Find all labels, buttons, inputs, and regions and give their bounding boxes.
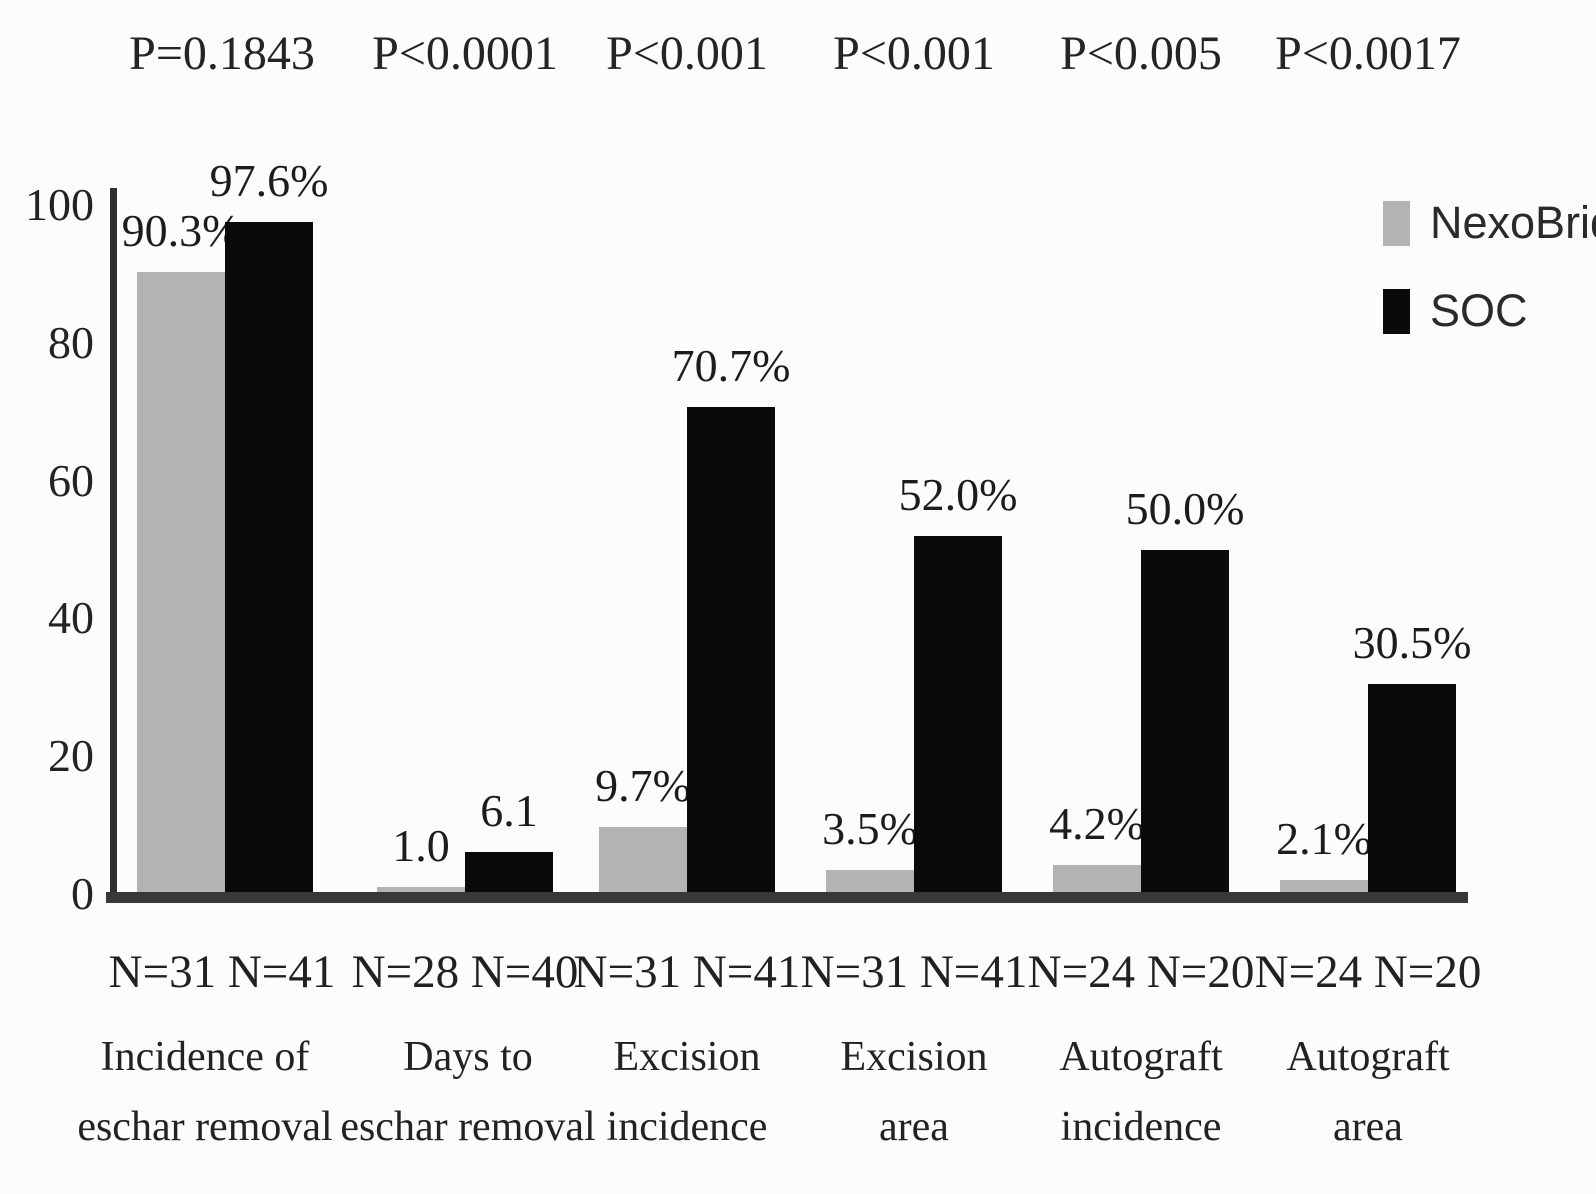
category-label-line1: Autograft — [1059, 1034, 1223, 1080]
bar-group: 1.0 6.1 — [377, 205, 553, 894]
nexobrid-bar: 9.7% — [595, 761, 691, 894]
nexobrid-bar: 90.3% — [122, 205, 240, 894]
y-axis: 0 20 40 60 80 100 — [0, 179, 94, 919]
soc-bar-fill — [914, 535, 1002, 894]
legend-swatch-nexobrid — [1383, 200, 1410, 246]
nexobrid-value-label: 4.2% — [1049, 798, 1145, 850]
soc-bar: 97.6% — [210, 155, 328, 894]
n-count-label: N=31 N=41 — [800, 946, 1028, 998]
soc-bar: 50.0% — [1126, 483, 1244, 894]
y-axis-tick-label: 40 — [48, 592, 94, 644]
soc-value-label: 70.7% — [671, 339, 791, 391]
nexobrid-bar-fill — [1053, 865, 1141, 894]
category-label-line1: Autograft — [1286, 1034, 1450, 1080]
n-count-label: N=28 N=40 — [351, 946, 579, 998]
bar-group: 3.5% 52.0% — [822, 205, 1017, 894]
soc-bar-fill — [465, 851, 553, 894]
category-label-line2: eschar removal — [340, 1104, 596, 1150]
p-value-label: P<0.0017 — [1275, 27, 1461, 80]
soc-value-label: 50.0% — [1125, 482, 1245, 534]
category-label-line2: eschar removal — [77, 1104, 333, 1150]
soc-value-label: 6.1 — [480, 784, 538, 836]
chart-legend: NexoBrid SOC — [1383, 196, 1596, 372]
category-label-line1: Excision — [840, 1034, 988, 1080]
soc-bar-fill — [1141, 549, 1229, 894]
p-value-label: P<0.001 — [606, 27, 768, 80]
y-axis-tick-label: 60 — [48, 454, 94, 506]
y-axis-tick-label: 80 — [48, 316, 94, 368]
nexobrid-value-label: 90.3% — [121, 204, 241, 256]
legend-label-nexobrid: NexoBrid — [1430, 197, 1596, 248]
p-value-label: P<0.005 — [1060, 27, 1222, 80]
category-label-line2: incidence — [1060, 1104, 1222, 1150]
category-label: Excision area — [841, 1022, 988, 1162]
y-axis-tick-label: 0 — [71, 868, 94, 919]
y-axis-tick-label: 100 — [25, 179, 94, 230]
bar-group: 9.7% 70.7% — [595, 205, 790, 894]
soc-bar: 52.0% — [899, 469, 1017, 894]
n-count-label: N=24 N=20 — [1254, 946, 1482, 998]
category-label-line1: Days to — [403, 1034, 533, 1080]
nexobrid-value-label: 9.7% — [595, 760, 691, 812]
category-label: Autograft area — [1286, 1022, 1449, 1162]
bar-group: 4.2% 50.0% — [1049, 205, 1244, 894]
soc-value-label: 30.5% — [1352, 616, 1472, 668]
bar-group: 90.3% 97.6% — [122, 155, 328, 894]
nexobrid-bar: 3.5% — [822, 803, 918, 894]
category-label: Autograft incidence — [1059, 1022, 1222, 1162]
soc-value-label: 52.0% — [898, 468, 1018, 520]
soc-bar: 6.1 — [465, 785, 553, 894]
y-axis-tick-label: 20 — [48, 730, 94, 782]
p-value-label: P=0.1843 — [129, 27, 315, 80]
p-value-label: P<0.0001 — [372, 27, 558, 80]
soc-bar-fill — [225, 221, 313, 894]
p-value-label: P<0.001 — [833, 27, 995, 80]
category-label-line1: Excision — [613, 1034, 761, 1080]
category-label: Days to eschar removal — [340, 1022, 595, 1162]
legend-swatch-soc — [1383, 288, 1410, 334]
soc-bar-fill — [687, 406, 775, 894]
category-label-line1: Incidence of — [100, 1034, 310, 1080]
category-label-line2: incidence — [606, 1104, 768, 1150]
nexobrid-bar: 4.2% — [1049, 799, 1145, 894]
soc-bar: 70.7% — [672, 340, 790, 894]
nexobrid-value-label: 3.5% — [822, 802, 918, 854]
soc-value-label: 97.6% — [209, 154, 329, 206]
x-axis-line — [106, 892, 1468, 903]
soc-bar-fill — [1368, 683, 1456, 894]
legend-label-soc: SOC — [1430, 285, 1528, 336]
nexobrid-bar-fill — [137, 271, 225, 894]
category-label: Excision incidence — [607, 1022, 768, 1162]
n-count-label: N=31 N=41 — [108, 946, 336, 998]
nexobrid-bar-fill — [826, 869, 914, 894]
legend-item-soc: SOC — [1383, 284, 1596, 338]
y-axis-line — [110, 188, 117, 902]
category-label-line2: area — [1333, 1104, 1403, 1150]
n-count-label: N=24 N=20 — [1027, 946, 1255, 998]
category-label-line2: area — [879, 1104, 949, 1150]
plot-area: 90.3% 97.6% 1.0 6.1 9.7% — [112, 155, 1471, 894]
soc-bar: 30.5% — [1353, 617, 1471, 894]
nexobrid-bar-fill — [599, 827, 687, 894]
nexobrid-value-label: 2.1% — [1276, 812, 1372, 864]
n-count-label: N=31 N=41 — [573, 946, 801, 998]
legend-item-nexobrid: NexoBrid — [1383, 196, 1596, 250]
nexobrid-value-label: 1.0 — [392, 820, 450, 872]
category-label: Incidence of eschar removal — [77, 1022, 332, 1162]
